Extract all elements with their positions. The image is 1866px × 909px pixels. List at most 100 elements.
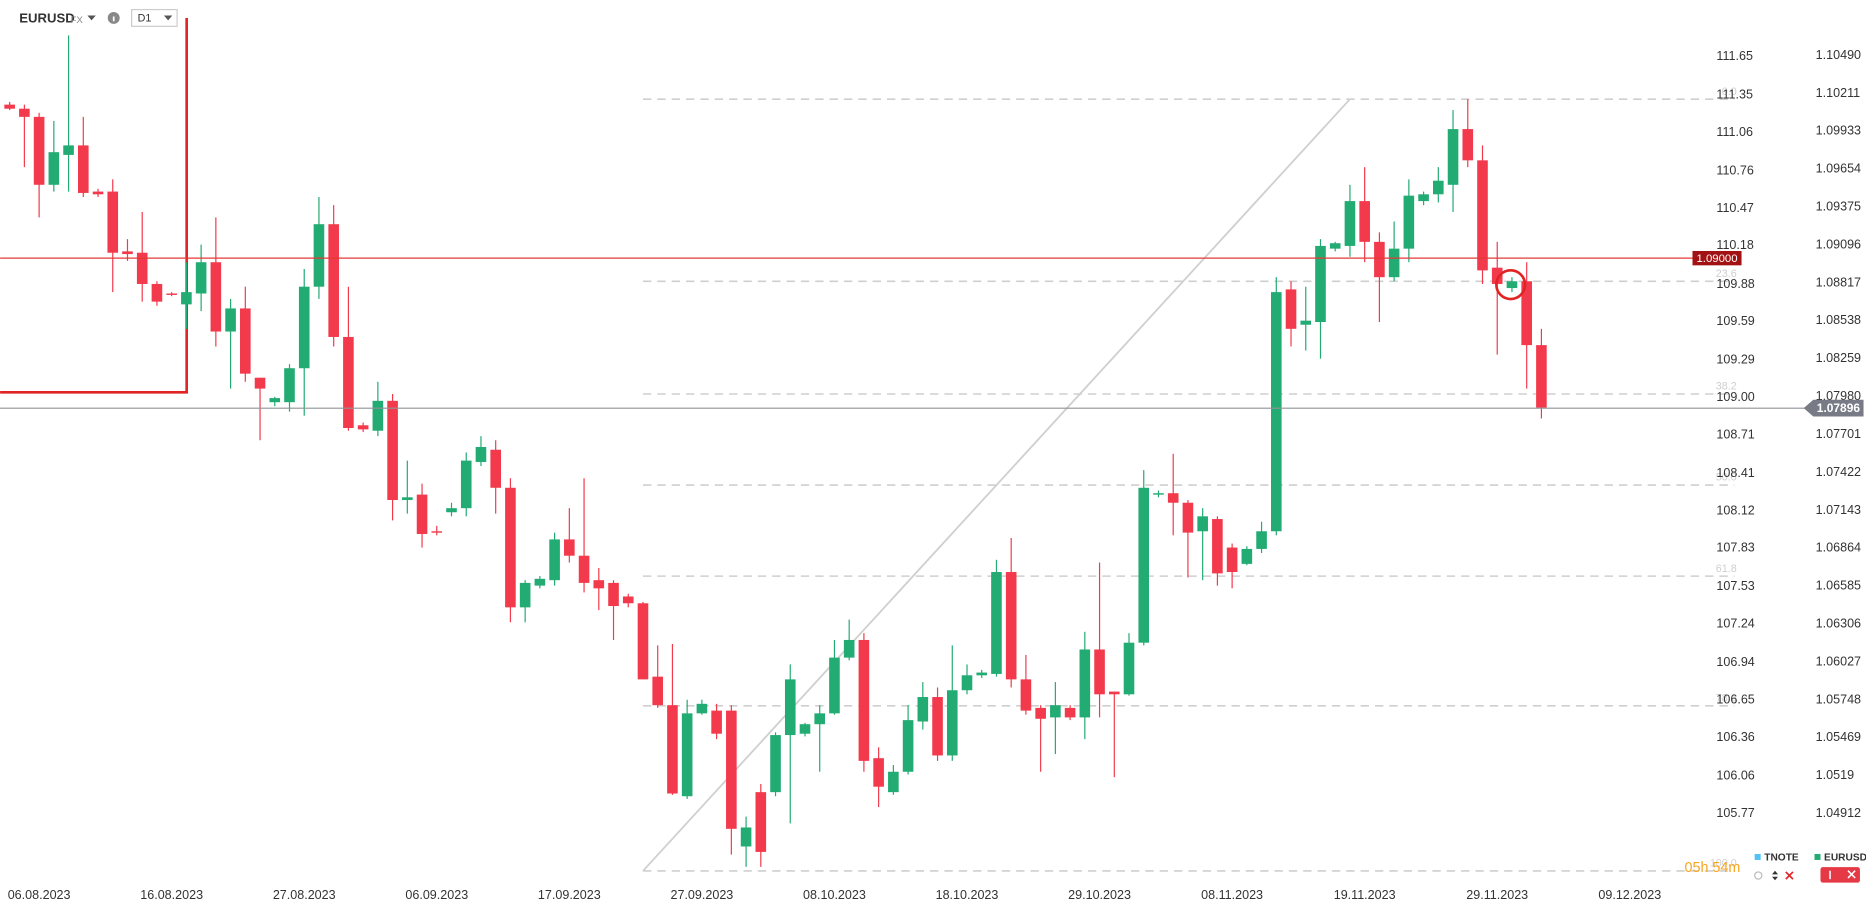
candle-body xyxy=(1182,502,1194,533)
candle-body xyxy=(991,572,1002,674)
action-button[interactable] xyxy=(1820,867,1860,883)
x-tick-label: 27.08.2023 xyxy=(273,888,336,902)
y2-tick-label: 109.59 xyxy=(1716,314,1754,328)
fib-level-label: 50.0 xyxy=(1716,472,1737,484)
candle-body xyxy=(225,308,236,332)
y2-tick-label: 109.00 xyxy=(1716,390,1754,404)
candle-body xyxy=(431,531,443,533)
x-tick-label: 19.11.2023 xyxy=(1334,888,1396,902)
candle-body xyxy=(328,224,339,337)
candle-body xyxy=(446,508,457,513)
y-tick-label: 1.10490 xyxy=(1816,48,1861,62)
candle-body xyxy=(932,697,943,756)
timeframe-select[interactable] xyxy=(131,8,178,27)
candle-body xyxy=(1256,531,1267,549)
y-tick-label: 1.08817 xyxy=(1816,275,1861,289)
y-tick-label: 1.06585 xyxy=(1816,579,1861,593)
y2-tick-label: 105.77 xyxy=(1716,806,1754,820)
candle-body xyxy=(1241,548,1253,564)
candle-body xyxy=(873,758,884,787)
candle-body xyxy=(1285,289,1297,329)
action-icons xyxy=(1829,870,1856,880)
legend-label: TNOTE xyxy=(1764,852,1799,863)
candle-body xyxy=(460,460,472,509)
candle-body xyxy=(313,224,325,287)
y-tick-label: 1.06027 xyxy=(1816,654,1861,668)
eye-icon[interactable] xyxy=(1754,871,1763,880)
candle-body xyxy=(1138,487,1150,643)
countdown: 05h 54m xyxy=(1685,860,1741,876)
candle-body xyxy=(681,713,693,797)
candle-body xyxy=(578,555,590,583)
x-tick-label: 18.10.2023 xyxy=(936,888,999,902)
y2-tick-label: 110.76 xyxy=(1716,163,1753,177)
y-tick-label: 1.0519 xyxy=(1816,768,1854,782)
y2-tick-label: 106.06 xyxy=(1716,768,1754,782)
fib-level-label: 38.2 xyxy=(1716,381,1737,393)
y2-tick-label: 111.65 xyxy=(1716,49,1753,63)
candle-body xyxy=(136,252,148,284)
candle-body xyxy=(48,152,60,185)
y-tick-label: 1.05469 xyxy=(1816,730,1861,744)
y2-tick-label: 106.36 xyxy=(1716,730,1754,744)
candle-body xyxy=(814,713,826,725)
candle-body xyxy=(166,293,177,295)
candle-body xyxy=(1212,519,1223,574)
x-tick-label: 06.09.2023 xyxy=(405,888,468,902)
y2-tick-label: 111.06 xyxy=(1716,125,1753,139)
candle-body xyxy=(372,400,384,431)
candle-body xyxy=(387,400,398,501)
x-tick-label: 16.08.2023 xyxy=(140,888,203,902)
x-tick-label: 06.08.2023 xyxy=(8,888,71,902)
y2-tick-label: 106.94 xyxy=(1716,655,1754,669)
candle-body xyxy=(210,262,222,332)
candle-body xyxy=(1521,281,1532,346)
y-tick-label: 1.08538 xyxy=(1816,313,1861,327)
candle-body xyxy=(1064,707,1076,718)
candle-body xyxy=(416,494,428,534)
candle-body xyxy=(1433,180,1444,195)
price-line-tag xyxy=(1692,250,1742,266)
candle-body xyxy=(63,145,74,155)
fib-level-label: 100.0 xyxy=(1710,858,1737,870)
candle-body xyxy=(1462,129,1474,161)
close-icon[interactable] xyxy=(1785,871,1794,880)
candle-body xyxy=(711,710,722,734)
candle-body xyxy=(1300,320,1312,325)
y2-tick-label: 106.65 xyxy=(1716,693,1754,707)
y-tick-label: 1.07980 xyxy=(1816,389,1861,403)
candle-body xyxy=(1005,572,1017,680)
candle-body xyxy=(1094,649,1105,695)
candle-body xyxy=(696,703,708,714)
candle-body xyxy=(33,116,45,185)
candle-body xyxy=(1108,691,1120,695)
order-icon[interactable] xyxy=(1772,870,1779,881)
y2-tick-label: 107.83 xyxy=(1716,541,1754,555)
highlight-circle xyxy=(1495,268,1527,301)
y-tick-label: 1.09933 xyxy=(1816,124,1861,138)
candle-body xyxy=(402,497,413,501)
candle-body xyxy=(784,679,796,736)
candle-body xyxy=(1477,160,1488,271)
timeframe: D1 xyxy=(138,12,152,24)
candle-body xyxy=(1447,129,1459,185)
candle-body xyxy=(608,582,619,606)
candle-body xyxy=(1506,281,1518,289)
toolbar xyxy=(1754,867,1860,883)
x-tick-label: 29.10.2023 xyxy=(1068,888,1131,902)
y-tick-label: 1.07701 xyxy=(1816,427,1861,441)
symbol-dropdown[interactable] xyxy=(87,15,96,21)
y2-tick-label: 107.24 xyxy=(1716,617,1754,631)
candle-body xyxy=(652,676,664,706)
candle-body xyxy=(490,449,501,488)
legend-swatch xyxy=(1754,853,1761,860)
candle-body xyxy=(549,539,560,581)
last-price-tag xyxy=(1803,399,1864,417)
y-tick-label: 1.06306 xyxy=(1816,617,1861,631)
info-icon-bar xyxy=(112,16,115,22)
candle-body xyxy=(1153,493,1164,495)
candle-body xyxy=(667,705,678,794)
fib-level-label: 23.6 xyxy=(1716,268,1737,280)
